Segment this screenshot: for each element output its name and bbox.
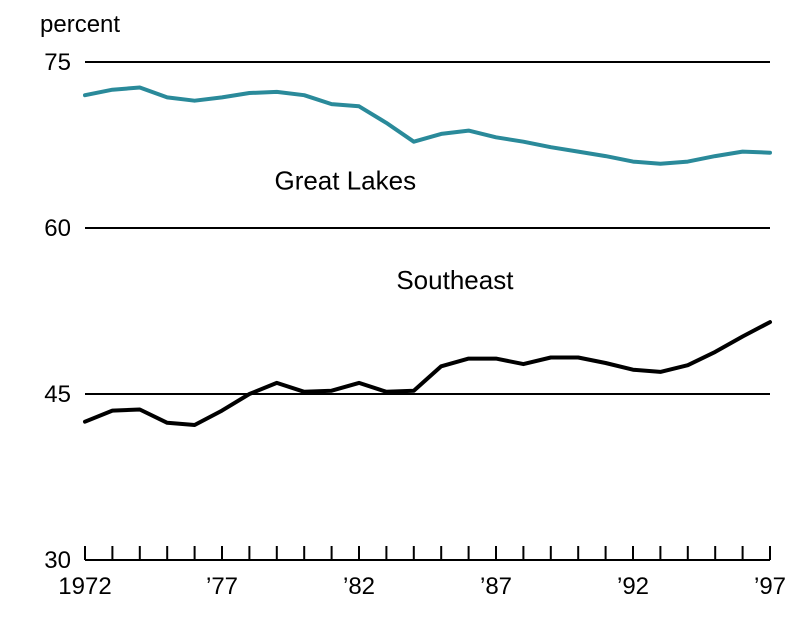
x-tick-label: ’77 bbox=[206, 573, 238, 600]
series-label-great-lakes: Great Lakes bbox=[274, 165, 416, 195]
series-label-southeast: Southeast bbox=[396, 265, 514, 295]
x-tick-label: ’82 bbox=[343, 573, 375, 600]
x-tick-label: 1972 bbox=[58, 573, 111, 600]
x-tick-label: ’92 bbox=[617, 573, 649, 600]
x-tick-label: ’97 bbox=[754, 573, 786, 600]
y-tick-label: 45 bbox=[44, 381, 71, 408]
chart-svg: 30 45 60 75 1972 ’77 ’82 ’87 ’92 ’97 percent Great … bbox=[0, 0, 800, 630]
y-axis-title: percent bbox=[40, 11, 120, 38]
line-chart: 30 45 60 75 1972 ’77 ’82 ’87 ’92 ’97 percent Great … bbox=[0, 0, 800, 630]
y-tick-label: 75 bbox=[44, 49, 71, 76]
x-tick-label: ’87 bbox=[480, 573, 512, 600]
y-tick-label: 30 bbox=[44, 547, 71, 574]
series-line-southeast bbox=[85, 322, 770, 425]
series-line-great-lakes bbox=[85, 88, 770, 164]
y-tick-label: 60 bbox=[44, 215, 71, 242]
